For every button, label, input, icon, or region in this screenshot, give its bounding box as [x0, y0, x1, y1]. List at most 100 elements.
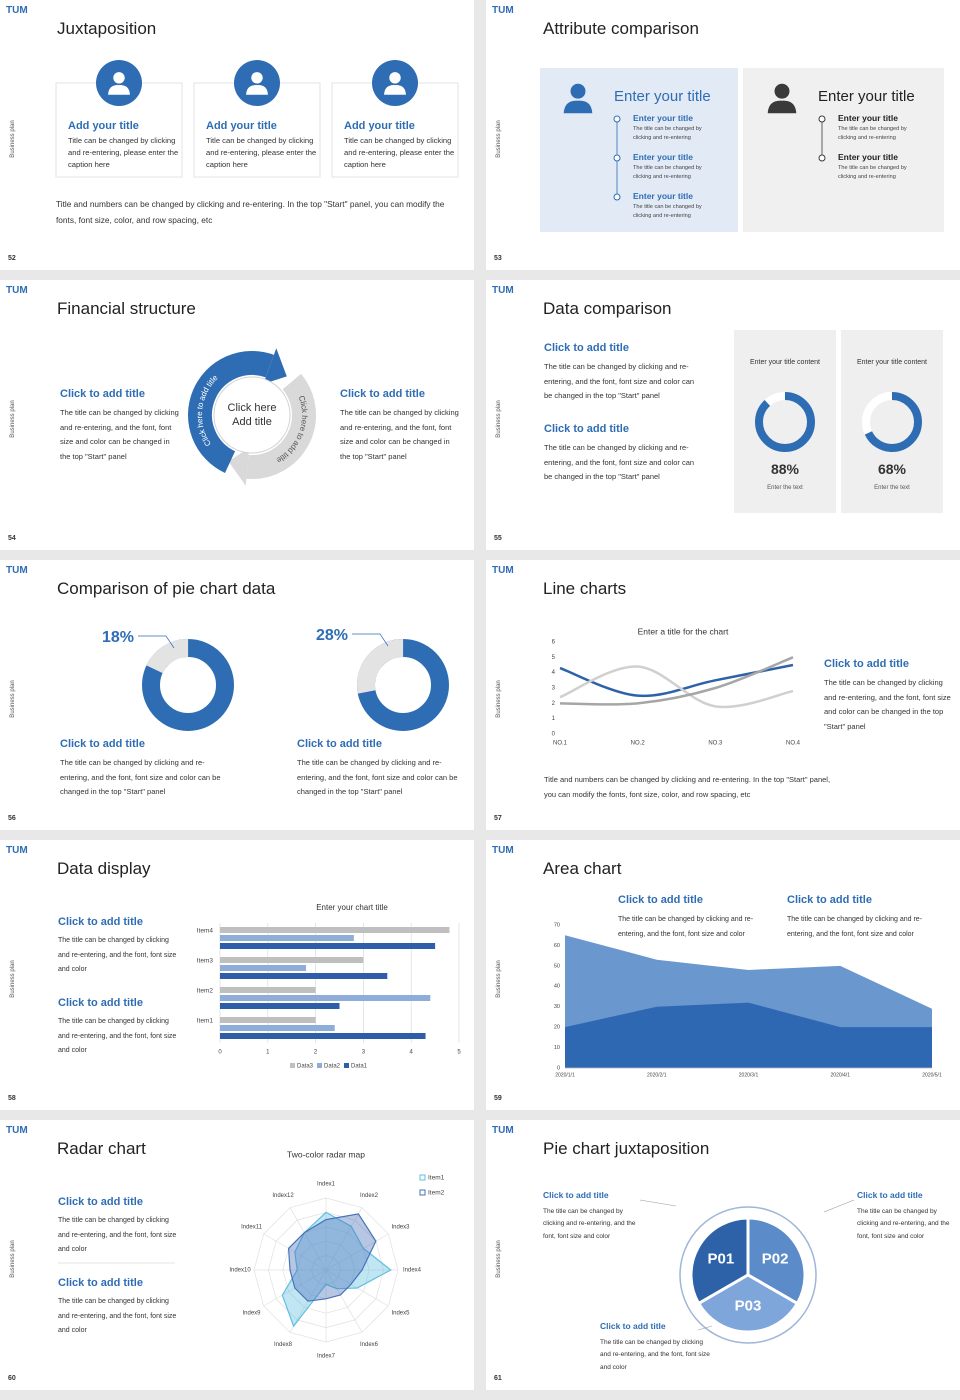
arrow-blue	[188, 351, 274, 473]
radar-series	[287, 1213, 377, 1302]
y-tick-label: 60	[554, 943, 560, 949]
block-text: The title can be changed by clicking and…	[787, 916, 923, 938]
block-title: Click to add title	[543, 1190, 609, 1200]
card-heading: Enter your title content	[749, 359, 821, 366]
bar	[220, 943, 436, 949]
x-tick-label: 2020/2/1	[647, 1072, 667, 1078]
x-tick-label: 5	[457, 1050, 461, 1056]
pie-label: P01	[707, 1250, 734, 1267]
y-tick-label: 4	[552, 670, 556, 676]
page-number: 52	[8, 255, 16, 262]
block-text: The title can be changed by clicking and…	[58, 1018, 177, 1054]
block-text: The title can be changed by clicking and…	[544, 443, 695, 481]
block-text: The title can be changed by clicking and…	[60, 758, 221, 796]
page-number: 57	[494, 815, 502, 822]
slide-title: Juxtaposition	[57, 19, 157, 38]
x-tick-label: 2020/5/1	[922, 1072, 942, 1078]
slide-title: Data comparison	[543, 299, 672, 318]
icon-head	[113, 72, 125, 84]
x-tick-label: 2020/3/1	[739, 1072, 759, 1078]
block-title: Click to add title	[60, 738, 145, 750]
bar	[220, 1025, 335, 1031]
card-title: Add your title	[206, 120, 277, 132]
y-tick-label: 0	[552, 732, 556, 738]
radar-axis-label: Index6	[360, 1342, 379, 1348]
y-tick-label: 1	[552, 716, 556, 722]
page-number: 54	[8, 535, 16, 542]
logo: TUM	[6, 285, 28, 296]
page-number: 53	[494, 255, 502, 262]
card	[841, 330, 943, 513]
slide-title: Line charts	[543, 579, 627, 598]
bar	[220, 957, 364, 963]
radar-axis-label: Index3	[391, 1225, 410, 1231]
leader-line	[138, 635, 175, 649]
legend-label: Data2	[324, 1064, 341, 1070]
card-text: Title can be changed by clicking and re-…	[206, 136, 317, 169]
bar	[220, 935, 354, 941]
arrow-head	[263, 348, 287, 384]
logo: TUM	[492, 1125, 514, 1136]
slide-title: Radar chart	[57, 1139, 146, 1158]
block-text: The title can be changed by clicking and…	[857, 1207, 950, 1240]
radar-axis-label: Index12	[272, 1193, 294, 1199]
chart-title: Two-color radar map	[287, 1149, 365, 1159]
card-caption: Enter the text	[767, 485, 803, 491]
slide-graphics: 0 10 20 30 40 50 60 70 2020/1/1 2020/2/1 2020/3/1 2…	[554, 922, 942, 1078]
card	[734, 330, 836, 513]
block-title: Click to add title	[297, 738, 382, 750]
y-tick-label: Item3	[197, 958, 214, 965]
block-title: Click to add title	[340, 388, 425, 400]
slide-title: Comparison of pie chart data	[57, 579, 276, 598]
block-text: The title can be changed by clicking and…	[824, 678, 951, 731]
side-label: Business plan	[496, 400, 502, 438]
block-text: The title can be changed by clicking and…	[297, 758, 458, 796]
side-label: Business plan	[10, 400, 16, 438]
legend-label: Data1	[351, 1064, 368, 1070]
slide: Two-color radar map Index1 Index2 Index3 Ind…	[0, 1120, 474, 1390]
side-label: Business plan	[496, 960, 502, 998]
page-number: 58	[8, 1095, 16, 1102]
y-tick-label: Item2	[197, 988, 214, 995]
block-title: Click to add title	[60, 388, 145, 400]
block-title: Click to add title	[544, 423, 629, 435]
donut-label: 18%	[102, 629, 135, 646]
icon-body	[384, 85, 406, 95]
panel-title: Enter your title	[818, 88, 915, 105]
slide-graphics	[138, 633, 449, 731]
card-value: 68%	[877, 461, 907, 477]
block-text: The title can be changed by clicking and…	[58, 937, 177, 973]
radar-series	[281, 1211, 392, 1328]
page-number: 59	[494, 1095, 502, 1102]
x-tick-label: NO.2	[631, 741, 646, 747]
legend-label: Data3	[297, 1064, 314, 1070]
slide-graphics	[734, 330, 943, 513]
area-series	[565, 1002, 932, 1068]
radar-spoke	[325, 1269, 363, 1333]
slide: Click here to add title Click here to add…	[0, 280, 474, 550]
chart-title: Enter your chart title	[316, 903, 388, 912]
card-value: 88%	[770, 461, 800, 477]
radar-axis-label: Index2	[360, 1193, 379, 1199]
item-text: The title can be changed by clicking and…	[633, 126, 702, 141]
item-text: The title can be changed by clicking and…	[838, 165, 907, 180]
block-title: Click to add title	[58, 916, 143, 928]
bar	[220, 1017, 316, 1023]
x-tick-label: 0	[218, 1050, 222, 1056]
slide-graphics: P01 P02 P03	[639, 1199, 855, 1344]
radar-axis-label: Index5	[391, 1311, 410, 1317]
donut-label: 28%	[316, 627, 349, 644]
slide-graphics	[55, 60, 459, 178]
radar-spoke	[325, 1233, 389, 1271]
x-tick-label: 1	[266, 1050, 270, 1056]
icon-head	[251, 72, 263, 84]
timeline-dot	[613, 154, 621, 162]
block-title: Click to add title	[857, 1190, 923, 1200]
icon-body	[767, 100, 797, 114]
slide-title: Pie chart juxtaposition	[543, 1139, 710, 1158]
leader-line	[697, 1325, 713, 1331]
legend-label: Item1	[428, 1175, 445, 1182]
block-text: The title can be changed by clicking and…	[340, 408, 459, 461]
side-label: Business plan	[496, 120, 502, 158]
